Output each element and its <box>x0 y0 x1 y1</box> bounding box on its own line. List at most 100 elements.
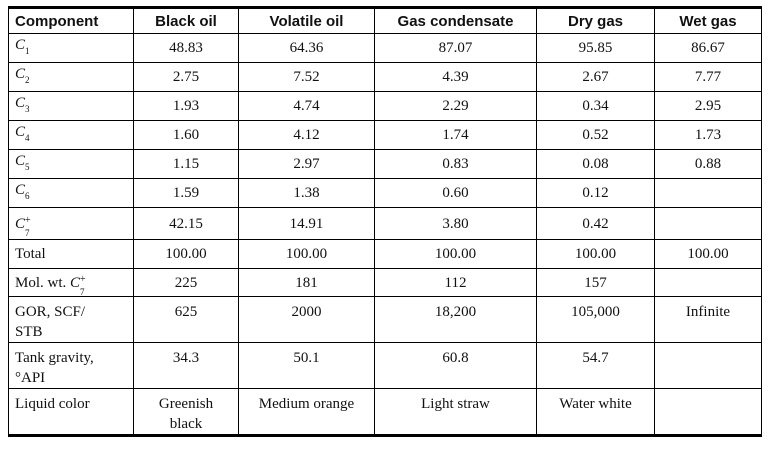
fluid-composition-table: Component Black oil Volatile oil Gas con… <box>8 6 762 437</box>
gor-label: GOR, SCF/STB <box>8 296 134 343</box>
gravity-label-line1: Tank gravity, <box>15 350 94 366</box>
component-symbol: C <box>15 95 26 111</box>
cell-wet-gas: 7.77 <box>654 62 762 92</box>
table-row: C +7 42.15 14.91 3.80 0.42 <box>8 207 762 240</box>
header-wet-gas: Wet gas <box>654 7 762 34</box>
component-subscript: 6 <box>25 191 30 201</box>
cell-black-oil: 2.75 <box>133 62 239 92</box>
component-subscript: 7 <box>80 286 85 297</box>
header-component: Component <box>8 7 134 34</box>
molwt-prefix: Mol. wt. <box>15 274 67 291</box>
gor-row: GOR, SCF/STB 625 2000 18,200 105,000 Inf… <box>8 296 762 343</box>
component-label: C5 <box>8 149 134 179</box>
cell-black-oil: 100.00 <box>133 239 239 269</box>
cell-volatile-oil: 50.1 <box>238 342 375 389</box>
cell-wet-gas <box>654 388 762 436</box>
gor-label-line2: STB <box>15 324 43 340</box>
cell-dry-gas: 54.7 <box>536 342 655 389</box>
header-volatile-oil: Volatile oil <box>238 7 375 34</box>
cell-dry-gas: 157 <box>536 268 655 297</box>
cell-gas-condensate: 0.83 <box>374 149 537 179</box>
liquid-color-row: Liquid color Greenish black Medium orange… <box>8 388 762 436</box>
cell-dry-gas: 2.67 <box>536 62 655 92</box>
cell-line1: Greenish <box>158 396 214 412</box>
component-label: C2 <box>8 62 134 92</box>
component-symbol: C <box>70 274 81 291</box>
component-super-subscript: +7 <box>25 215 33 238</box>
cell-wet-gas <box>654 342 762 389</box>
table-row: C1 48.83 64.36 87.07 95.85 86.67 <box>8 33 762 63</box>
molwt-row: Mol. wt. C +7 225 181 112 157 <box>8 268 762 297</box>
gravity-row: Tank gravity, °API 34.3 50.1 60.8 54.7 <box>8 342 762 389</box>
cell-wet-gas <box>654 268 762 297</box>
cell-wet-gas <box>654 207 762 240</box>
cell-gas-condensate: 0.60 <box>374 178 537 208</box>
cell-dry-gas: 0.08 <box>536 149 655 179</box>
cell-volatile-oil: 1.38 <box>238 178 375 208</box>
gravity-label: Tank gravity, °API <box>8 342 134 389</box>
cell-black-oil: 1.15 <box>133 149 239 179</box>
component-superscript: + <box>25 214 31 226</box>
component-subscript: 2 <box>25 75 30 85</box>
cell-dry-gas: 0.12 <box>536 178 655 208</box>
component-label: C +7 <box>8 207 134 240</box>
component-super-subscript: +7 <box>80 274 88 297</box>
cell-volatile-oil: 14.91 <box>238 207 375 240</box>
table-row: C2 2.75 7.52 4.39 2.67 7.77 <box>8 62 762 92</box>
cell-dry-gas: 0.34 <box>536 91 655 121</box>
component-label: C3 <box>8 91 134 121</box>
liquid-color-label: Liquid color <box>8 388 134 436</box>
cell-dry-gas: 105,000 <box>536 296 655 343</box>
table-row: C4 1.60 4.12 1.74 0.52 1.73 <box>8 120 762 150</box>
table-row: C3 1.93 4.74 2.29 0.34 2.95 <box>8 91 762 121</box>
component-subscript: 3 <box>25 104 30 114</box>
component-subscript: 7 <box>25 227 30 238</box>
cell-wet-gas: 1.73 <box>654 120 762 150</box>
table-row: C5 1.15 2.97 0.83 0.08 0.88 <box>8 149 762 179</box>
cell-gas-condensate: 100.00 <box>374 239 537 269</box>
table-row: C6 1.59 1.38 0.60 0.12 <box>8 178 762 208</box>
header-dry-gas: Dry gas <box>536 7 655 34</box>
component-subscript: 1 <box>25 46 30 56</box>
cell-wet-gas: 100.00 <box>654 239 762 269</box>
cell-gas-condensate: 1.74 <box>374 120 537 150</box>
component-symbol: C <box>15 37 26 53</box>
component-symbol: C <box>15 124 26 140</box>
cell-gas-condensate: 3.80 <box>374 207 537 240</box>
component-symbol: C <box>15 182 26 198</box>
cell-gas-condensate: 4.39 <box>374 62 537 92</box>
cell-dry-gas: Water white <box>536 388 655 436</box>
header-row: Component Black oil Volatile oil Gas con… <box>8 7 762 34</box>
molwt-label: Mol. wt. C +7 <box>8 268 134 297</box>
cell-gas-condensate: Light straw <box>374 388 537 436</box>
component-subscript: 4 <box>25 133 30 143</box>
cell-wet-gas: 2.95 <box>654 91 762 121</box>
component-label: C1 <box>8 33 134 63</box>
cell-volatile-oil: 181 <box>238 268 375 297</box>
cell-volatile-oil: 7.52 <box>238 62 375 92</box>
cell-volatile-oil: 100.00 <box>238 239 375 269</box>
component-symbol: C <box>15 66 26 82</box>
component-symbol: C <box>15 153 26 169</box>
cell-volatile-oil: 4.12 <box>238 120 375 150</box>
cell-wet-gas: Infinite <box>654 296 762 343</box>
cell-dry-gas: 0.52 <box>536 120 655 150</box>
cell-volatile-oil: Medium orange <box>238 388 375 436</box>
header-black-oil: Black oil <box>133 7 239 34</box>
cell-wet-gas: 86.67 <box>654 33 762 63</box>
component-label: C4 <box>8 120 134 150</box>
cell-gas-condensate: 2.29 <box>374 91 537 121</box>
cell-wet-gas <box>654 178 762 208</box>
cell-wet-gas: 0.88 <box>654 149 762 179</box>
cell-black-oil: Greenish black <box>133 388 239 436</box>
cell-dry-gas: 95.85 <box>536 33 655 63</box>
component-symbol: C <box>15 215 26 232</box>
cell-volatile-oil: 2000 <box>238 296 375 343</box>
gravity-label-line2: °API <box>15 370 46 386</box>
cell-line2: black <box>169 416 203 432</box>
component-label: C6 <box>8 178 134 208</box>
cell-black-oil: 625 <box>133 296 239 343</box>
cell-gas-condensate: 112 <box>374 268 537 297</box>
cell-black-oil: 34.3 <box>133 342 239 389</box>
cell-dry-gas: 0.42 <box>536 207 655 240</box>
